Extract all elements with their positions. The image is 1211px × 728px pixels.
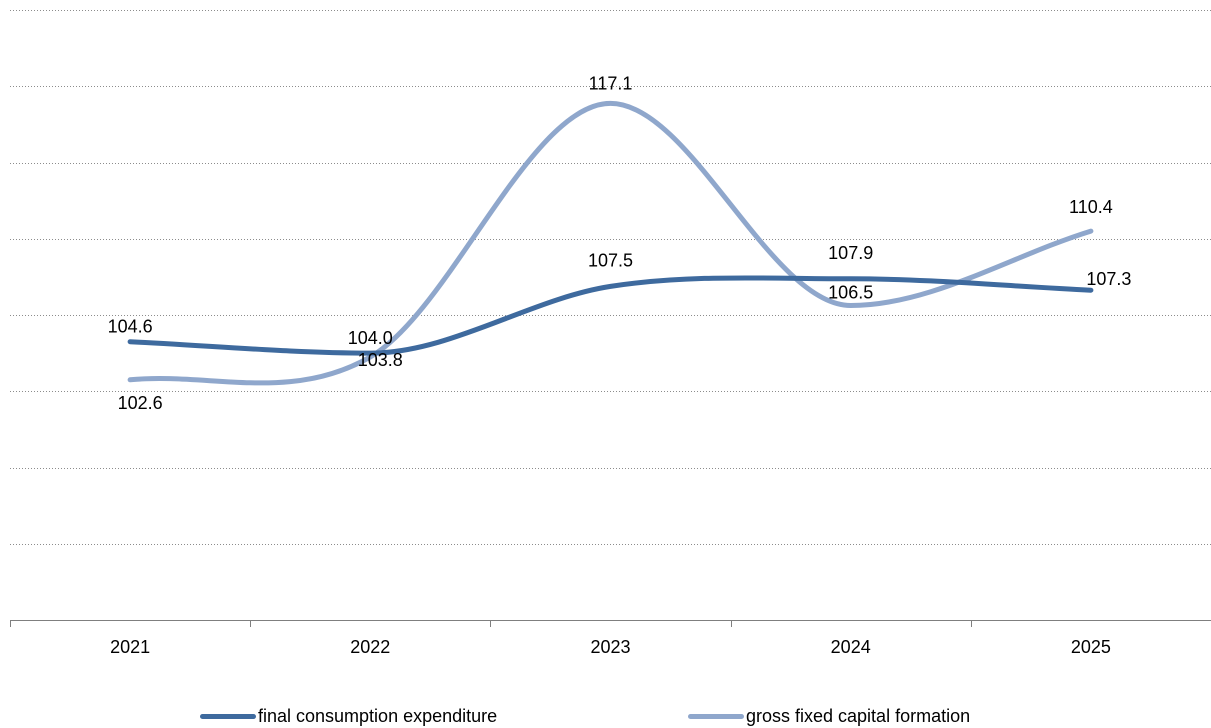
legend-swatch: [200, 713, 256, 719]
x-tick-label: 2021: [110, 637, 150, 657]
data-label: 117.1: [589, 73, 633, 93]
data-labels: 104.6 104.0 107.5 107.9 107.3 102.6 103.8 117.1…: [108, 73, 1132, 412]
legend-item-final-consumption: final consumption expenditure: [200, 704, 497, 728]
x-tick-label: 2024: [831, 637, 871, 657]
series-line-final-consumption: [127, 275, 1094, 356]
data-label: 107.5: [588, 250, 633, 270]
data-label: 104.0: [348, 328, 393, 348]
x-tick-label: 2023: [590, 637, 630, 657]
data-label: 104.6: [108, 317, 153, 337]
legend-swatch: [688, 713, 744, 719]
legend: final consumption expenditure gross fixe…: [0, 704, 1211, 728]
x-tick-label: 2022: [350, 637, 390, 657]
gridlines: [10, 10, 1211, 545]
legend-label: final consumption expenditure: [258, 706, 498, 726]
series-line-gross-fixed-capital: [127, 100, 1094, 386]
data-label: 106.5: [828, 282, 873, 302]
legend-item-gross-fixed-capital: gross fixed capital formation: [688, 704, 970, 728]
legend-label: gross fixed capital formation: [746, 706, 971, 726]
x-tick-label: 2025: [1071, 637, 1111, 657]
data-label: 102.6: [118, 393, 163, 413]
data-label: 110.4: [1069, 197, 1113, 217]
x-axis: 2021 2022 2023 2024 2025: [10, 620, 1211, 657]
data-label: 107.3: [1086, 269, 1131, 289]
data-label: 103.8: [358, 350, 403, 370]
data-label: 107.9: [828, 243, 873, 263]
series-lines: [127, 100, 1094, 386]
